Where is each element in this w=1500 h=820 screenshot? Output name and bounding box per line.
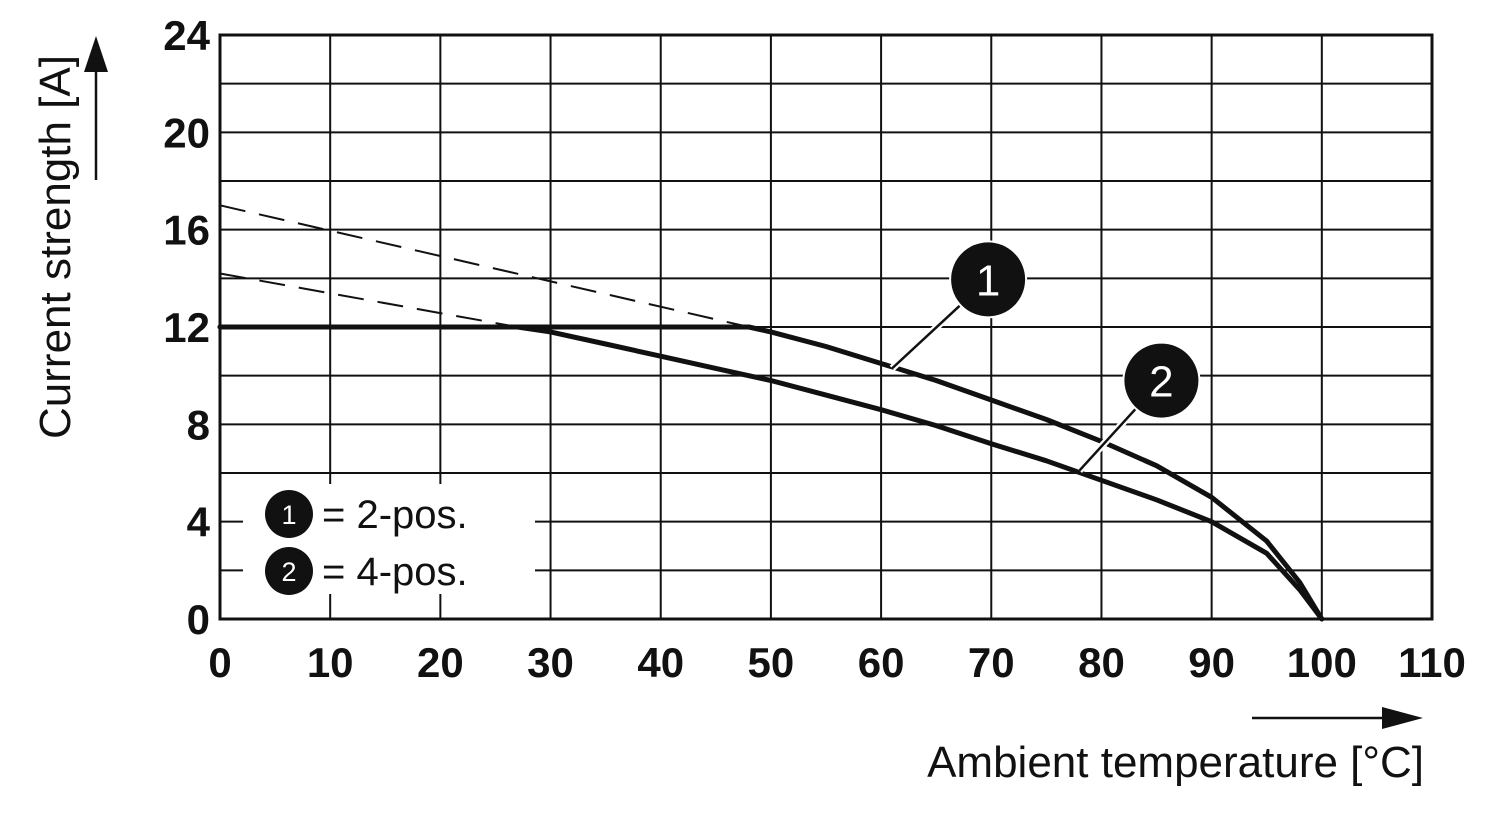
x-tick-label: 110 bbox=[1398, 639, 1466, 686]
x-tick-label: 50 bbox=[748, 639, 795, 686]
x-tick-label: 90 bbox=[1188, 639, 1235, 686]
y-tick-label: 16 bbox=[163, 207, 210, 254]
x-tick-label: 80 bbox=[1078, 639, 1125, 686]
x-tick-label: 60 bbox=[858, 639, 905, 686]
legend-label-1: = 2-pos. bbox=[322, 493, 468, 537]
y-tick-label: 8 bbox=[187, 401, 210, 448]
legend-marker-1-label: 1 bbox=[281, 500, 296, 530]
legend: 1 = 2-pos. 2 = 4-pos. bbox=[243, 484, 535, 595]
y-tick-label: 24 bbox=[163, 12, 210, 59]
legend-item-1: 1 = 2-pos. bbox=[265, 490, 468, 538]
x-tick-label: 20 bbox=[417, 639, 464, 686]
y-axis-arrow-icon bbox=[84, 36, 108, 72]
x-axis-arrow-icon bbox=[1382, 707, 1423, 729]
x-tick-label: 70 bbox=[968, 639, 1015, 686]
y-axis-label: Current strength [A] bbox=[31, 55, 80, 439]
x-tick-label: 40 bbox=[637, 639, 684, 686]
annotations: 12 bbox=[889, 240, 1201, 473]
x-tick-label: 100 bbox=[1287, 639, 1357, 686]
legend-marker-1-icon bbox=[265, 490, 313, 538]
series-lines bbox=[217, 324, 1325, 622]
plot-frame bbox=[218, 33, 1434, 621]
legend-marker-2-icon bbox=[265, 547, 313, 595]
x-tick-label: 10 bbox=[307, 639, 354, 686]
legend-item-2: 2 = 4-pos. bbox=[265, 547, 468, 595]
extrapolation-line-2 bbox=[219, 272, 518, 328]
annotation-leader-2 bbox=[1078, 405, 1139, 472]
plot-frame-border bbox=[218, 33, 1434, 621]
annotation-leader-1 bbox=[891, 302, 964, 370]
y-tick-label: 20 bbox=[163, 109, 210, 156]
annotation-marker-2-icon bbox=[1124, 343, 1199, 418]
y-tick-label: 4 bbox=[187, 499, 211, 546]
annotation-marker-label: 1 bbox=[976, 256, 1000, 305]
y-tick-label: 12 bbox=[163, 304, 210, 351]
legend-marker-2-label: 2 bbox=[281, 557, 296, 587]
x-axis-label: Ambient temperature [°C] bbox=[927, 738, 1424, 787]
x-tick-label: 0 bbox=[208, 639, 231, 686]
annotation-marker-label: 2 bbox=[1149, 358, 1173, 407]
extrapolation-lines bbox=[219, 204, 750, 328]
legend-label-2: = 4-pos. bbox=[322, 550, 468, 594]
y-tick-label: 0 bbox=[187, 596, 210, 643]
annotation-marker-1-icon bbox=[951, 242, 1026, 317]
x-tick-label: 30 bbox=[527, 639, 574, 686]
extrapolation-line-1 bbox=[219, 204, 750, 328]
series-line-2 bbox=[217, 324, 1325, 622]
